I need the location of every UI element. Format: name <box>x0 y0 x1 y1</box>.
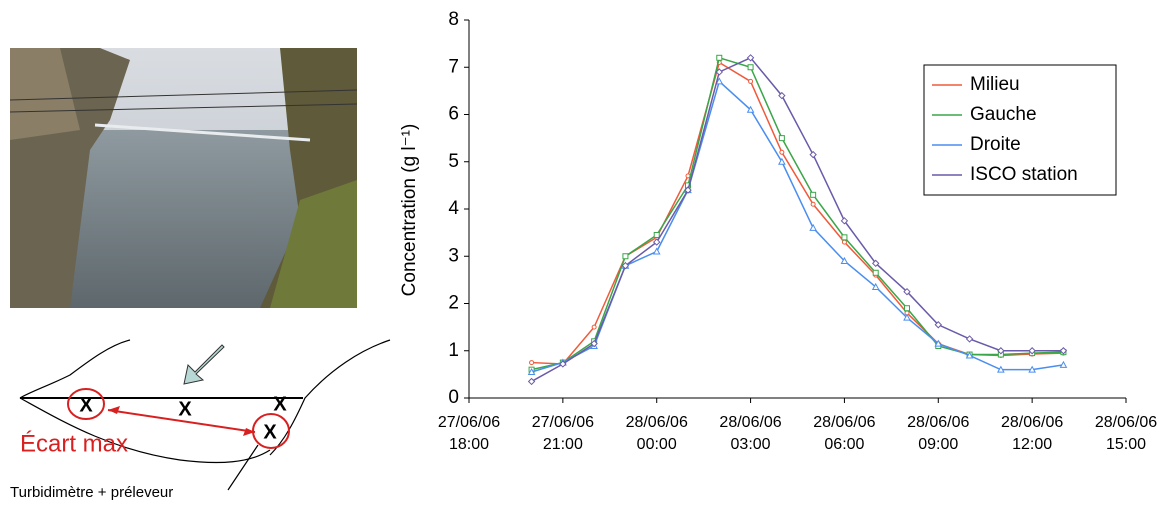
point <box>809 223 817 231</box>
point <box>715 68 723 76</box>
legend-label: Droite <box>970 134 1021 155</box>
point <box>746 54 755 62</box>
point <box>809 150 817 159</box>
point <box>810 191 817 198</box>
x-tick-label: 28/06/06 12:00 <box>1001 414 1064 453</box>
x-tick-label: 28/06/06 00:00 <box>625 414 688 453</box>
point <box>997 347 1005 355</box>
x-tick-label: 27/06/06 21:00 <box>531 414 594 453</box>
y-tick-label: 3 <box>448 245 459 266</box>
point <box>716 54 723 61</box>
point <box>840 217 849 225</box>
point <box>559 360 567 368</box>
point <box>653 238 661 246</box>
point <box>965 351 974 359</box>
point <box>778 91 786 100</box>
point <box>778 135 785 142</box>
y-tick-label: 6 <box>448 104 459 125</box>
x-tick-label: 28/06/06 15:00 <box>1094 414 1158 453</box>
legend-label: Gauche <box>970 104 1037 125</box>
point <box>748 78 754 84</box>
x-tick-label: 27/06/06 18:00 <box>437 414 501 453</box>
diagram-label: Écart max <box>20 430 128 457</box>
point <box>1059 347 1068 355</box>
y-tick-label: 1 <box>448 340 459 361</box>
marker: X <box>178 398 192 420</box>
point <box>872 259 880 268</box>
point <box>872 269 879 276</box>
point <box>934 321 942 329</box>
point <box>871 282 880 290</box>
point <box>652 247 661 255</box>
point <box>965 335 974 343</box>
y-tick-label: 8 <box>448 9 459 30</box>
river-sketch <box>19 339 391 491</box>
distance-arrow <box>107 409 256 433</box>
y-tick-label: 4 <box>448 198 459 219</box>
point <box>904 305 910 312</box>
photo <box>9 48 358 308</box>
point <box>591 324 597 330</box>
marker: X <box>79 394 93 416</box>
point <box>997 365 1005 373</box>
series-line <box>531 56 1064 383</box>
y-tick-label: 7 <box>448 56 459 77</box>
point <box>590 339 598 348</box>
legend-box <box>923 64 1117 196</box>
point <box>622 253 629 260</box>
point <box>529 360 535 366</box>
y-tick-label: 0 <box>448 387 459 408</box>
point <box>841 239 847 245</box>
x-tick-label: 28/06/06 09:00 <box>907 414 970 453</box>
point <box>715 77 724 85</box>
point <box>746 105 755 113</box>
point <box>684 186 692 194</box>
point <box>527 377 536 386</box>
y-axis-label: Concentration (g l⁻¹) <box>399 124 420 297</box>
y-tick-label: 2 <box>448 293 459 314</box>
point <box>934 339 943 347</box>
y-tick-label: 5 <box>448 151 459 172</box>
series-line <box>531 56 1064 371</box>
circle <box>67 388 105 420</box>
point <box>840 256 849 264</box>
point <box>1059 360 1068 368</box>
marker: X <box>263 421 277 443</box>
point <box>778 157 786 165</box>
point <box>621 261 630 270</box>
legend-label: Milieu <box>970 74 1020 95</box>
legend-label: ISCO station <box>970 164 1078 185</box>
point <box>903 287 911 296</box>
point <box>527 367 536 376</box>
point <box>653 231 660 238</box>
caption: Turbidimètre + préleveur <box>10 484 173 501</box>
marker: X <box>273 393 287 415</box>
point <box>779 149 785 155</box>
point <box>841 234 848 241</box>
x-tick-label: 28/06/06 03:00 <box>719 414 782 453</box>
point <box>810 201 816 207</box>
flow-arrow <box>183 344 225 385</box>
point <box>903 313 911 321</box>
x-tick-label: 28/06/06 06:00 <box>813 414 876 453</box>
point <box>1028 365 1036 373</box>
point <box>747 64 754 71</box>
point <box>1028 347 1036 355</box>
